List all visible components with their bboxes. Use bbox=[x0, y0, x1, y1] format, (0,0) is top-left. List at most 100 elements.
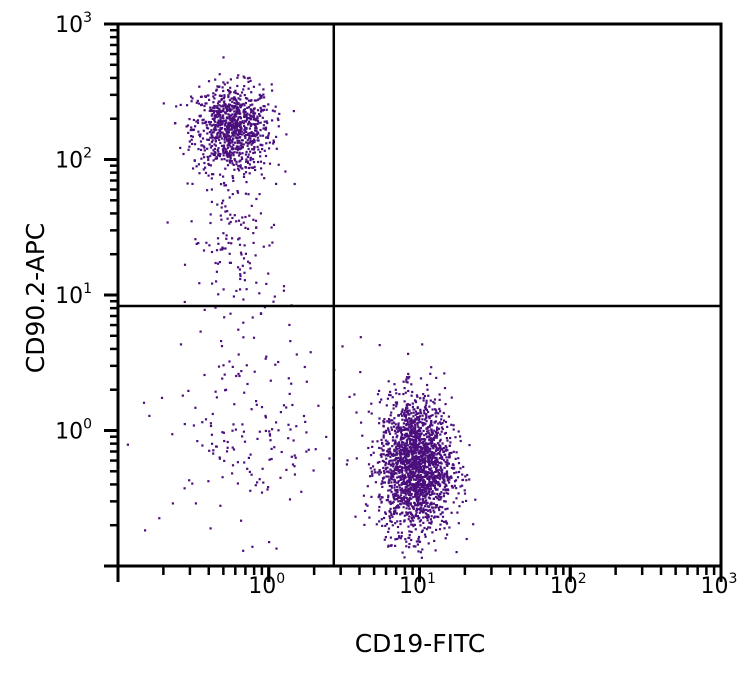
data-point bbox=[415, 490, 418, 493]
data-point bbox=[429, 508, 432, 511]
data-point bbox=[204, 95, 207, 98]
data-point bbox=[382, 449, 385, 452]
data-point bbox=[234, 92, 237, 95]
data-point bbox=[415, 496, 418, 499]
data-point bbox=[436, 488, 439, 491]
data-point bbox=[219, 116, 222, 119]
data-point bbox=[387, 544, 390, 547]
data-point bbox=[404, 444, 407, 447]
data-point bbox=[277, 429, 280, 432]
data-point bbox=[382, 431, 385, 434]
data-point bbox=[417, 501, 420, 504]
data-point bbox=[401, 497, 405, 500]
data-point bbox=[393, 469, 396, 473]
data-point bbox=[459, 435, 462, 438]
data-point bbox=[384, 467, 388, 470]
data-point bbox=[215, 270, 218, 273]
data-point bbox=[243, 85, 246, 88]
data-point bbox=[215, 445, 218, 448]
data-point bbox=[237, 328, 240, 331]
data-point bbox=[214, 140, 217, 143]
data-point bbox=[307, 448, 310, 451]
data-point bbox=[403, 514, 406, 517]
data-point bbox=[403, 428, 406, 431]
data-point bbox=[399, 451, 402, 454]
data-point bbox=[395, 426, 398, 429]
data-point bbox=[226, 210, 229, 213]
data-point bbox=[411, 424, 414, 427]
data-point bbox=[377, 509, 381, 512]
data-point bbox=[450, 511, 453, 514]
data-point bbox=[417, 486, 420, 489]
data-point bbox=[240, 370, 243, 373]
data-point bbox=[419, 509, 422, 512]
data-point bbox=[388, 510, 391, 513]
data-point bbox=[437, 412, 440, 415]
data-point bbox=[246, 97, 249, 100]
data-point bbox=[423, 411, 426, 415]
data-point bbox=[245, 160, 248, 163]
data-point bbox=[240, 223, 243, 226]
data-point bbox=[387, 429, 390, 432]
data-point bbox=[426, 430, 429, 433]
data-point bbox=[461, 484, 464, 487]
data-point bbox=[225, 150, 228, 154]
data-point bbox=[233, 168, 236, 171]
data-point bbox=[227, 155, 231, 158]
data-point bbox=[430, 474, 433, 477]
data-point bbox=[236, 142, 239, 145]
data-point bbox=[417, 535, 421, 539]
data-point bbox=[462, 465, 465, 468]
data-point bbox=[401, 551, 404, 554]
data-point bbox=[268, 162, 272, 165]
data-point bbox=[216, 112, 219, 115]
data-point bbox=[423, 406, 427, 409]
data-point bbox=[424, 535, 427, 538]
data-point bbox=[367, 446, 370, 450]
data-point bbox=[213, 104, 216, 108]
data-point bbox=[210, 177, 213, 180]
data-point bbox=[452, 486, 455, 489]
data-point bbox=[447, 462, 450, 465]
data-point bbox=[402, 426, 405, 429]
data-point bbox=[443, 372, 446, 375]
data-point bbox=[432, 509, 435, 512]
data-point bbox=[249, 267, 252, 270]
data-point bbox=[393, 478, 396, 481]
data-point bbox=[235, 115, 238, 118]
data-point bbox=[416, 493, 419, 496]
data-point bbox=[257, 98, 260, 101]
data-point bbox=[228, 105, 231, 108]
data-point bbox=[401, 428, 405, 432]
data-point bbox=[423, 490, 426, 494]
data-point bbox=[238, 169, 241, 172]
data-point bbox=[234, 124, 237, 127]
data-point bbox=[231, 175, 234, 178]
data-point bbox=[228, 123, 231, 126]
data-point bbox=[381, 485, 384, 488]
data-point bbox=[216, 105, 219, 108]
data-point bbox=[221, 121, 224, 124]
data-point bbox=[399, 494, 403, 497]
data-point bbox=[247, 99, 250, 102]
data-point bbox=[434, 549, 437, 552]
data-point bbox=[212, 92, 215, 95]
data-point bbox=[463, 492, 467, 495]
data-point bbox=[417, 517, 420, 520]
data-point bbox=[196, 119, 200, 122]
data-point bbox=[362, 494, 365, 497]
data-point bbox=[371, 472, 374, 476]
data-point bbox=[260, 406, 264, 409]
data-point bbox=[431, 424, 434, 427]
data-point bbox=[206, 147, 209, 150]
data-point bbox=[218, 138, 221, 142]
data-point bbox=[191, 482, 194, 485]
data-point bbox=[440, 448, 443, 451]
data-point bbox=[215, 396, 218, 399]
data-point bbox=[371, 440, 374, 443]
data-point bbox=[262, 127, 265, 130]
data-point bbox=[401, 441, 404, 444]
data-point bbox=[247, 80, 250, 83]
data-point bbox=[160, 396, 164, 399]
data-point bbox=[386, 397, 389, 400]
